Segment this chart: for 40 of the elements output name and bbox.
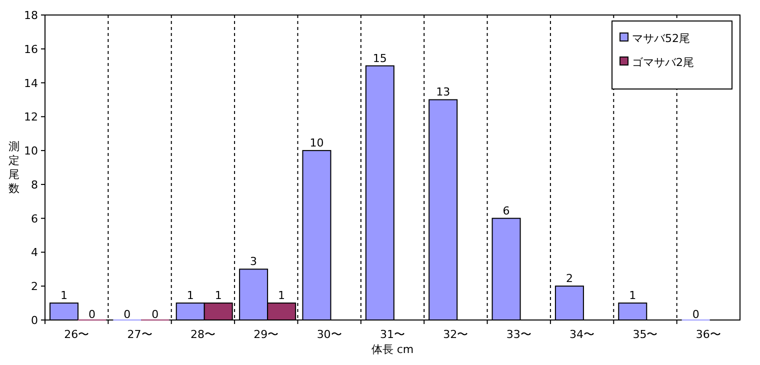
x-axis-title: 体長 cm [371,343,414,356]
y-tick-label: 0 [31,314,38,327]
y-tick-label: 10 [24,144,38,158]
y-tick-label: 16 [24,42,38,56]
x-tick-label: 32〜 [443,328,468,341]
x-tick-label: 34〜 [570,328,595,341]
x-tick-label: 30〜 [316,328,342,341]
data-label: 10 [310,136,324,150]
y-tick-label: 2 [31,280,38,294]
y-tick-label: 12 [24,110,38,124]
data-label: 1 [186,289,194,302]
x-tick-label: 26〜 [64,328,90,341]
data-label: 1 [214,289,222,302]
data-label: 0 [124,308,131,321]
data-label: 0 [88,308,96,321]
data-label: 13 [436,86,450,99]
x-tick-label: 27〜 [127,328,152,341]
y-tick-label: 14 [24,76,38,90]
data-label: 3 [250,255,258,268]
data-label: 0 [152,308,159,321]
y-tick-label: 8 [31,178,38,192]
data-label: 15 [372,52,387,65]
y-axis-title: 測定尾数 [8,140,20,195]
data-label: 2 [566,272,573,286]
data-label: 1 [60,289,68,302]
legend-label: マサバ52尾 [632,32,690,45]
y-tick-label: 4 [31,246,38,260]
x-tick-label: 36〜 [696,328,721,341]
data-label: 1 [629,289,636,302]
data-label: 1 [278,289,286,302]
data-label: 0 [692,308,700,321]
x-tick-label: 29〜 [254,328,279,341]
x-tick-label: 35〜 [632,328,658,341]
x-tick-label: 28〜 [190,328,216,341]
x-tick-label: 31〜 [380,328,405,341]
y-tick-label: 18 [24,9,38,22]
y-tick-label: 6 [31,212,38,226]
x-tick-label: 33〜 [506,328,532,341]
data-label: 6 [502,204,510,218]
legend-label: ゴマサバ2尾 [632,56,694,69]
